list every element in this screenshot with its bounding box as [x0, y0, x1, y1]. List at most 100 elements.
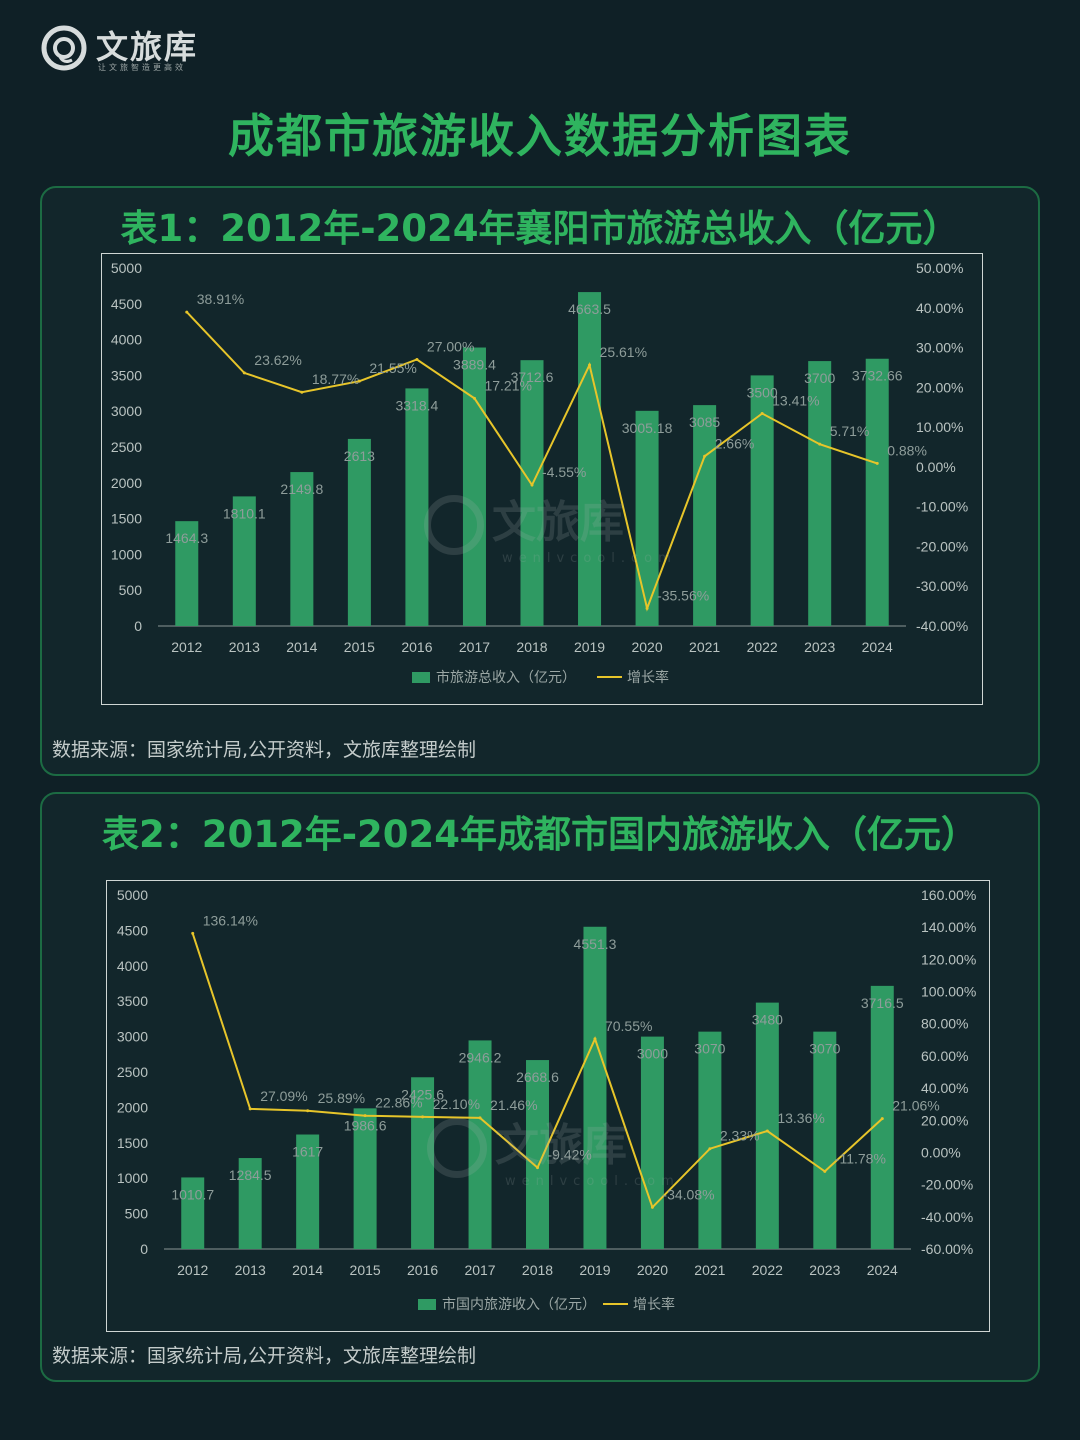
- bar: [635, 410, 659, 626]
- growth-point: [703, 454, 707, 458]
- y-right-tick-label: 40.00%: [916, 300, 963, 316]
- page-title: 成都市旅游收入数据分析图表: [228, 109, 852, 163]
- bar-data-label: 2946.2: [459, 1049, 502, 1065]
- y-right-tick-label: 160.00%: [921, 887, 976, 903]
- x-tick-label: 2020: [637, 1262, 668, 1278]
- bar-data-label: 3070: [809, 1041, 840, 1057]
- growth-data-label: -4.55%: [542, 464, 586, 480]
- bar: [462, 347, 486, 626]
- bar: [520, 360, 544, 626]
- growth-point: [185, 310, 189, 314]
- growth-point: [818, 442, 822, 446]
- growth-data-label: -35.56%: [657, 587, 709, 603]
- chart-panel-1: 表1：2012年-2024年襄阳市旅游总收入（亿元） 0 500 1000 1500 2…: [40, 186, 1040, 776]
- growth-data-label: 38.91%: [197, 291, 244, 307]
- y-left-tick-label: 1500: [111, 511, 142, 527]
- bar: [232, 496, 256, 626]
- bar: [583, 926, 607, 1249]
- bar-data-label: 3070: [694, 1041, 725, 1057]
- y-left-tick-label: 1000: [111, 546, 142, 562]
- bar-data-label: 3712.6: [511, 369, 554, 385]
- y-right-tick-label: -30.00%: [916, 578, 968, 594]
- logo: 文旅库 让文旅智造更高效: [40, 22, 240, 78]
- growth-point: [536, 1166, 539, 1170]
- y-right-tick-label: 10.00%: [916, 419, 963, 435]
- bar: [296, 1134, 320, 1249]
- y-right-tick-label: -40.00%: [916, 618, 968, 634]
- bar-data-label: 1986.6: [344, 1117, 387, 1133]
- bar-data-label: 3889.4: [453, 357, 496, 373]
- bar-data-label: 3500: [747, 384, 778, 400]
- y-left-tick-label: 5000: [111, 260, 142, 276]
- bar: [640, 1036, 664, 1249]
- bar-data-label: 3480: [752, 1012, 783, 1028]
- bar-data-label: 4663.5: [568, 301, 611, 317]
- growth-point: [472, 396, 476, 400]
- bar-data-label: 2613: [344, 448, 375, 464]
- x-tick-label: 2016: [401, 639, 432, 655]
- y-left-tick-label: 500: [125, 1206, 149, 1222]
- growth-data-label: 22.10%: [433, 1096, 480, 1112]
- bar-data-label: 1284.5: [229, 1167, 272, 1183]
- chart-1-source: 数据来源：国家统计局,公开资料，文旅库整理绘制: [52, 739, 477, 761]
- y-left-tick-label: 4000: [111, 332, 142, 348]
- growth-data-label: 136.14%: [203, 912, 258, 928]
- bar: [755, 1002, 779, 1249]
- growth-data-label: 18.77%: [312, 371, 359, 387]
- bar: [290, 472, 314, 626]
- growth-data-label: -11.78%: [835, 1150, 886, 1166]
- growth-point: [415, 357, 419, 361]
- x-tick-label: 2013: [229, 639, 260, 655]
- y-right-tick-label: 20.00%: [916, 379, 963, 395]
- bar-data-label: 3318.4: [396, 397, 439, 413]
- y-right-tick-label: -40.00%: [921, 1209, 973, 1225]
- growth-point: [760, 412, 764, 416]
- x-tick-label: 2017: [464, 1262, 495, 1278]
- bar-data-label: 3716.5: [861, 995, 904, 1011]
- x-tick-label: 2018: [516, 639, 547, 655]
- growth-data-label: 2.33%: [720, 1128, 760, 1144]
- bar: [808, 361, 832, 626]
- y-left-tick-label: 4000: [117, 958, 148, 974]
- growth-data-label: 0.88%: [887, 442, 927, 458]
- growth-point: [588, 363, 592, 367]
- logo-tagline: 让文旅智造更高效: [98, 63, 186, 72]
- bar-data-label: 4551.3: [574, 936, 617, 952]
- growth-point: [823, 1169, 827, 1173]
- y-right-tick-label: 60.00%: [921, 1048, 968, 1064]
- growth-point: [875, 461, 879, 465]
- y-left-tick-label: 4500: [111, 296, 142, 312]
- x-tick-label: 2016: [407, 1262, 438, 1278]
- growth-data-label: 23.62%: [254, 352, 301, 368]
- growth-data-label: -9.42%: [548, 1147, 592, 1163]
- growth-data-label: 25.89%: [318, 1090, 365, 1106]
- bar: [693, 405, 717, 626]
- x-tick-label: 2021: [689, 639, 720, 655]
- chart-2-svg: 0 500 1000 1500 2000 2500 3000 3500 4000 4500 5000…: [117, 887, 976, 1312]
- x-tick-label: 2015: [344, 639, 375, 655]
- growth-point: [363, 1114, 367, 1118]
- y-right-tick-label: 100.00%: [921, 984, 976, 1000]
- y-right-tick-label: 0.00%: [916, 459, 956, 475]
- y-right-tick-label: 20.00%: [921, 1112, 968, 1128]
- y-right-tick-label: 120.00%: [921, 951, 976, 967]
- bar: [468, 1040, 492, 1249]
- x-tick-label: 2020: [631, 639, 662, 655]
- x-tick-label: 2022: [747, 639, 778, 655]
- bar-data-label: 2149.8: [280, 481, 323, 497]
- chart-1-title: 表1：2012年-2024年襄阳市旅游总收入（亿元）: [120, 207, 960, 250]
- growth-data-label: 25.61%: [600, 344, 647, 360]
- growth-point: [478, 1116, 482, 1120]
- growth-point: [765, 1129, 769, 1133]
- bar-data-label: 1810.1: [223, 505, 266, 521]
- x-tick-label: 2023: [804, 639, 835, 655]
- y-left-tick-label: 3000: [111, 403, 142, 419]
- logo-icon: [41, 25, 87, 71]
- y-left-tick-label: 0: [140, 1241, 148, 1257]
- chart-2-title: 表2：2012年-2024年成都市国内旅游收入（亿元）: [101, 813, 979, 856]
- growth-data-label: 21.46%: [490, 1097, 537, 1113]
- bar-data-label: 2425.6: [401, 1086, 444, 1102]
- growth-point: [593, 1037, 597, 1041]
- logo-name: 文旅库: [96, 28, 199, 66]
- y-left-tick-label: 4500: [117, 922, 148, 938]
